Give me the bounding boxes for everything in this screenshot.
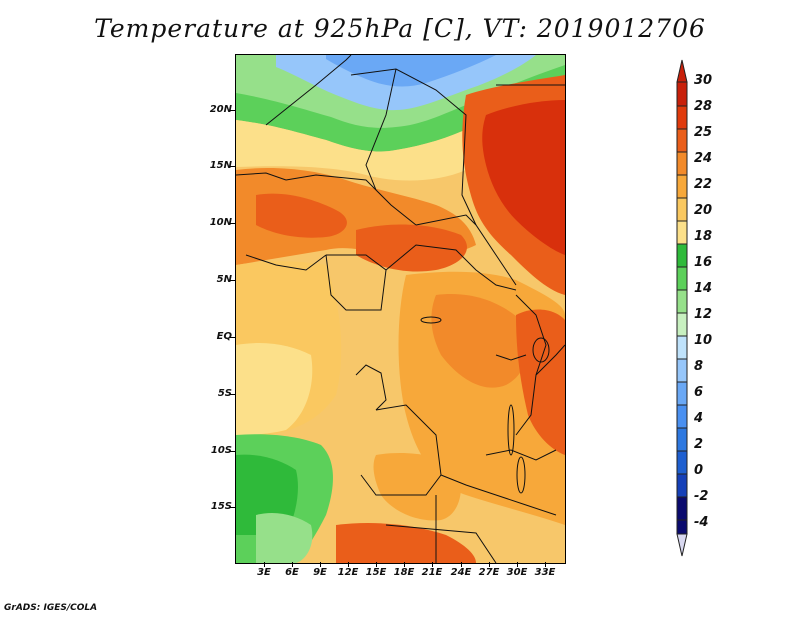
- south-orange-patch: [373, 453, 461, 521]
- lat-label-eq: EQ: [216, 331, 232, 342]
- lat-label-10n: 10N: [209, 217, 232, 228]
- map-title: Temperature at 925hPa [C], VT: 201901270…: [94, 14, 706, 43]
- lat-label-15s: 15S: [210, 501, 232, 512]
- colorbar-label: 4: [694, 411, 704, 426]
- colorbar-label: 30: [694, 73, 713, 88]
- lakes: [420, 316, 550, 494]
- colorbar-label: -2: [694, 489, 709, 504]
- east-hot-strip: [516, 309, 565, 455]
- lon-tick: [461, 562, 462, 567]
- lon-label-9e: 9E: [313, 567, 327, 578]
- lon-tick: [376, 562, 377, 567]
- lon-label-12e: 12E: [337, 567, 359, 578]
- west-hot-patch: [256, 193, 347, 238]
- colorbar-label: 25: [694, 125, 713, 140]
- colorbar-label: 2: [694, 437, 704, 452]
- south-lightgreen-zone: [256, 513, 313, 563]
- colorbar-label: 14: [694, 281, 713, 296]
- lat-label-20n: 20N: [209, 104, 232, 115]
- lon-label-24e: 24E: [450, 567, 472, 578]
- west-coast-pale-zone: [236, 343, 313, 435]
- colorbar-label: -4: [694, 515, 709, 530]
- lat-tick: [230, 337, 235, 338]
- lat-tick: [230, 394, 235, 395]
- lon-tick: [489, 562, 490, 567]
- lon-label-30e: 30E: [506, 567, 528, 578]
- colorbar-label: 6: [694, 385, 704, 400]
- lat-label-5n: 5N: [216, 274, 232, 285]
- temperature-map: [235, 54, 566, 564]
- lon-tick: [320, 562, 321, 567]
- lat-tick: [230, 280, 235, 281]
- lat-label-5s: 5S: [217, 388, 232, 399]
- colorbar-label: 20: [694, 203, 713, 218]
- colorbar-bottom-arrow: [676, 533, 688, 557]
- lon-tick: [292, 562, 293, 567]
- central-darkorange-zone: [431, 294, 530, 388]
- lat-tick: [230, 451, 235, 452]
- country-borders: [236, 55, 565, 563]
- lon-label-3e: 3E: [257, 567, 271, 578]
- lat-label-10s: 10S: [210, 445, 232, 456]
- colorbar: [676, 59, 688, 557]
- lon-label-15e: 15E: [365, 567, 387, 578]
- colorbar-label: 12: [694, 307, 713, 322]
- hottest-region-east: [482, 100, 565, 255]
- lon-tick: [404, 562, 405, 567]
- lon-tick: [545, 562, 546, 567]
- lon-label-33e: 33E: [534, 567, 556, 578]
- lon-tick: [348, 562, 349, 567]
- colorbar-cells: [676, 81, 688, 535]
- lon-label-6e: 6E: [285, 567, 299, 578]
- lon-tick: [517, 562, 518, 567]
- lat-tick: [230, 166, 235, 167]
- colorbar-label: 22: [694, 177, 713, 192]
- south-hot-zone: [336, 523, 476, 563]
- colorbar-label: 16: [694, 255, 713, 270]
- lat-tick: [230, 110, 235, 111]
- colorbar-top-arrow: [676, 59, 688, 83]
- north-deepblue-zone: [326, 55, 496, 87]
- footer-credit: GrADS: IGES/COLA: [4, 603, 98, 613]
- map-svg: [236, 55, 565, 563]
- lon-label-18e: 18E: [393, 567, 415, 578]
- colorbar-label: 28: [694, 99, 713, 114]
- lon-tick: [264, 562, 265, 567]
- colorbar-label: 24: [694, 151, 713, 166]
- colorbar-label: 0: [694, 463, 704, 478]
- lat-tick: [230, 507, 235, 508]
- colorbar-label: 10: [694, 333, 713, 348]
- lat-tick: [230, 223, 235, 224]
- lon-tick: [432, 562, 433, 567]
- lon-label-27e: 27E: [478, 567, 500, 578]
- lon-label-21e: 21E: [421, 567, 443, 578]
- lat-label-15n: 15N: [209, 160, 232, 171]
- colorbar-label: 8: [694, 359, 704, 374]
- central-hot-patch: [356, 224, 467, 272]
- colorbar-label: 18: [694, 229, 713, 244]
